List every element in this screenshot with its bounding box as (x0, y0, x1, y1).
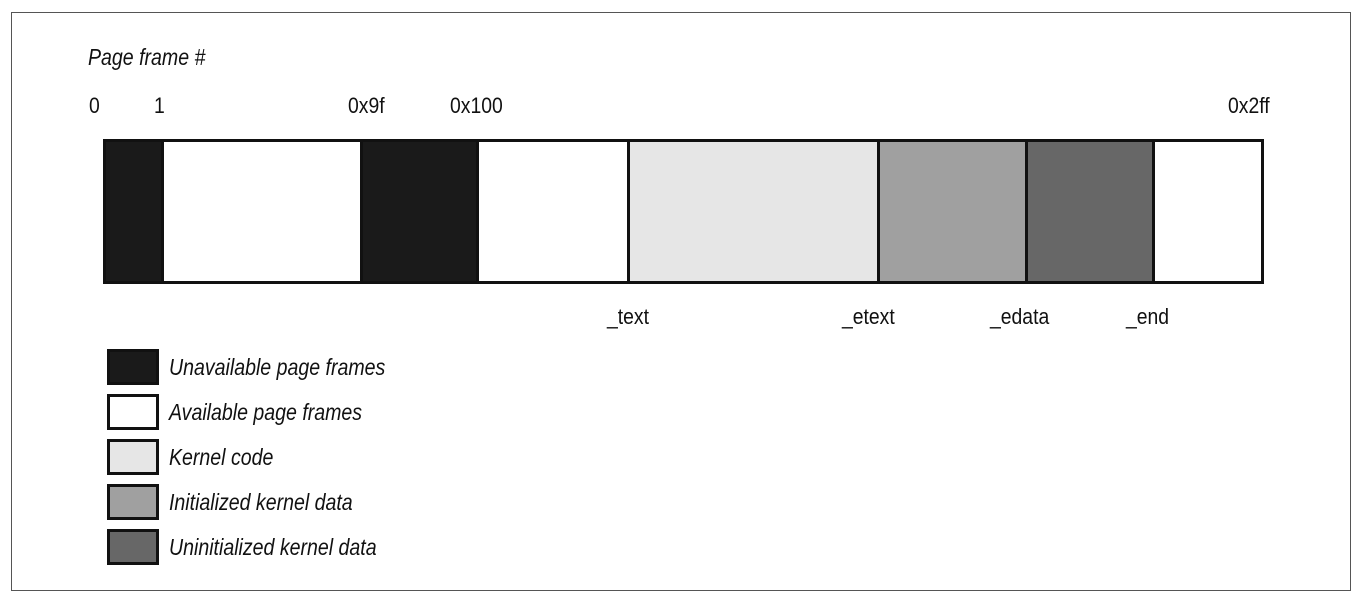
tick-label-0x2ff: 0x2ff (1228, 93, 1270, 118)
legend-label-unavailable: Unavailable page frames (169, 354, 386, 380)
tick-label-0x9f: 0x9f (348, 93, 385, 118)
axis-title: Page frame # (88, 44, 206, 70)
page-frame-bar (103, 139, 1264, 284)
segment-unavailable-frame-0 (103, 139, 164, 284)
legend-swatch-available (107, 394, 159, 430)
segment-kernel-code (627, 139, 880, 284)
marker-edata: _edata (990, 304, 1050, 329)
marker-text: _text (607, 304, 649, 329)
segment-available-frames-before-kernel (476, 139, 630, 284)
marker-end: _end (1126, 304, 1170, 329)
legend-label-available: Available page frames (169, 399, 363, 425)
marker-etext: _etext (842, 304, 895, 329)
legend-swatch-kernel-code (107, 439, 159, 475)
tick-label-0: 0 (89, 93, 100, 118)
figure-border (11, 12, 1351, 591)
tick-label-0x100: 0x100 (450, 93, 503, 118)
legend-swatch-initialized-data (107, 484, 159, 520)
segment-available-frames-high (1152, 139, 1264, 284)
legend-label-kernel-code: Kernel code (169, 444, 274, 470)
legend-label-initialized-data: Initialized kernel data (169, 489, 353, 515)
legend-swatch-uninitialized-data (107, 529, 159, 565)
segment-available-frames-low (161, 139, 363, 284)
legend-swatch-unavailable (107, 349, 159, 385)
segment-initialized-kernel-data (877, 139, 1028, 284)
segment-unavailable-frames-bios (360, 139, 479, 284)
legend-label-uninitialized-data: Uninitialized kernel data (169, 534, 377, 560)
tick-label-1: 1 (154, 93, 165, 118)
segment-uninitialized-kernel-data (1025, 139, 1155, 284)
